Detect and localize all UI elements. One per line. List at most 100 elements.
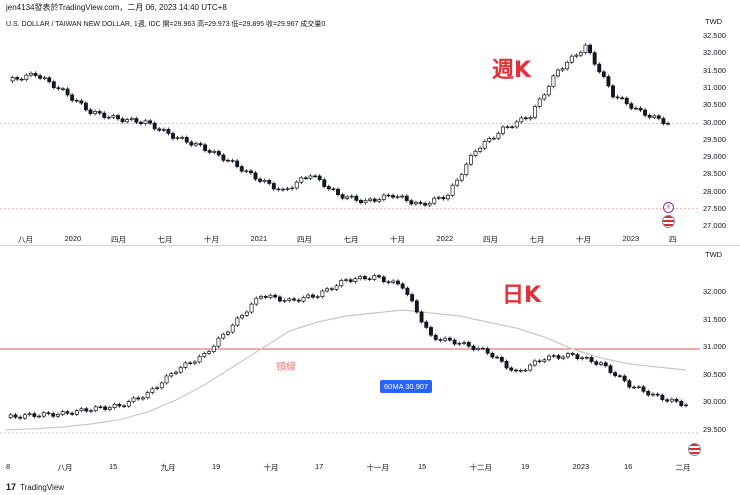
candle[interactable] <box>263 294 268 300</box>
candle[interactable] <box>433 333 438 342</box>
candle[interactable] <box>601 69 606 79</box>
candle[interactable] <box>405 286 410 297</box>
candle[interactable] <box>381 193 386 202</box>
candle[interactable] <box>632 385 637 390</box>
candle[interactable] <box>462 340 467 346</box>
candle[interactable] <box>345 195 350 201</box>
candle[interactable] <box>482 139 487 151</box>
candle[interactable] <box>150 386 155 395</box>
candle[interactable] <box>542 92 547 101</box>
candle[interactable] <box>395 194 400 200</box>
candle[interactable] <box>476 346 481 352</box>
candle[interactable] <box>125 117 130 124</box>
candle[interactable] <box>152 121 157 131</box>
candle[interactable] <box>391 193 395 200</box>
candle[interactable] <box>183 361 188 370</box>
candle[interactable] <box>303 175 308 181</box>
candle[interactable] <box>501 125 505 136</box>
candle[interactable] <box>368 197 373 203</box>
candle[interactable] <box>381 275 386 284</box>
candle[interactable] <box>583 43 588 55</box>
candle[interactable] <box>122 404 127 408</box>
candle[interactable] <box>171 131 175 141</box>
candle[interactable] <box>560 66 565 72</box>
candle[interactable] <box>363 198 368 205</box>
candle[interactable] <box>404 194 409 203</box>
candle[interactable] <box>574 53 579 59</box>
candle[interactable] <box>537 359 542 364</box>
candle[interactable] <box>38 73 43 81</box>
candle[interactable] <box>580 356 585 361</box>
candle[interactable] <box>306 293 311 300</box>
daily-chart-canvas[interactable] <box>0 260 700 455</box>
candle[interactable] <box>197 354 202 364</box>
candle[interactable] <box>354 194 359 203</box>
candle[interactable] <box>478 146 483 154</box>
candle[interactable] <box>599 361 603 367</box>
candle[interactable] <box>276 187 281 192</box>
candle[interactable] <box>18 415 23 420</box>
candle[interactable] <box>253 170 258 181</box>
candle[interactable] <box>547 354 552 362</box>
candle[interactable] <box>79 406 84 413</box>
candle[interactable] <box>120 116 125 124</box>
candle[interactable] <box>684 403 688 408</box>
candle[interactable] <box>239 164 244 174</box>
candle[interactable] <box>126 399 131 408</box>
candle[interactable] <box>129 116 134 122</box>
candle[interactable] <box>292 297 297 302</box>
candle[interactable] <box>518 368 523 373</box>
candle[interactable] <box>413 200 418 206</box>
candle[interactable] <box>429 325 433 338</box>
candle[interactable] <box>372 197 377 204</box>
candle[interactable] <box>161 127 166 133</box>
candle[interactable] <box>372 273 377 282</box>
candle[interactable] <box>226 158 230 163</box>
candle[interactable] <box>496 131 501 141</box>
candle[interactable] <box>491 136 496 141</box>
candle[interactable] <box>294 180 299 190</box>
candle[interactable] <box>202 351 207 359</box>
candle[interactable] <box>180 135 185 140</box>
candle[interactable] <box>310 293 315 299</box>
candle[interactable] <box>159 381 164 390</box>
candle[interactable] <box>510 124 515 129</box>
candle[interactable] <box>473 149 478 158</box>
candle[interactable] <box>620 95 625 101</box>
candle[interactable] <box>47 75 52 84</box>
candle[interactable] <box>299 175 304 185</box>
candle[interactable] <box>636 385 641 390</box>
candle[interactable] <box>450 183 455 198</box>
candle[interactable] <box>51 79 56 90</box>
candle[interactable] <box>523 368 528 373</box>
candle[interactable] <box>452 338 457 346</box>
candle[interactable] <box>112 402 117 410</box>
candle[interactable] <box>344 277 348 283</box>
candle[interactable] <box>606 74 611 88</box>
candle[interactable] <box>551 73 556 89</box>
candle[interactable] <box>505 124 510 129</box>
candle[interactable] <box>189 140 194 148</box>
candle[interactable] <box>410 292 415 303</box>
candle[interactable] <box>353 276 358 284</box>
candle[interactable] <box>221 332 226 340</box>
candle[interactable] <box>138 120 143 126</box>
candle[interactable] <box>340 192 345 201</box>
candle[interactable] <box>679 399 684 408</box>
us-flag-icon-daily[interactable] <box>688 443 701 456</box>
candle[interactable] <box>117 402 122 408</box>
candle[interactable] <box>268 293 273 300</box>
candle[interactable] <box>468 153 473 167</box>
candle[interactable] <box>169 371 174 378</box>
candle[interactable] <box>647 113 652 120</box>
candle[interactable] <box>262 178 267 184</box>
candle[interactable] <box>446 193 450 201</box>
candle[interactable] <box>377 197 382 204</box>
candle[interactable] <box>249 302 254 314</box>
candle[interactable] <box>348 277 353 284</box>
candle[interactable] <box>519 116 524 124</box>
candle[interactable] <box>400 282 405 290</box>
candle[interactable] <box>225 330 230 337</box>
candle[interactable] <box>367 277 372 282</box>
candle[interactable] <box>166 127 171 136</box>
